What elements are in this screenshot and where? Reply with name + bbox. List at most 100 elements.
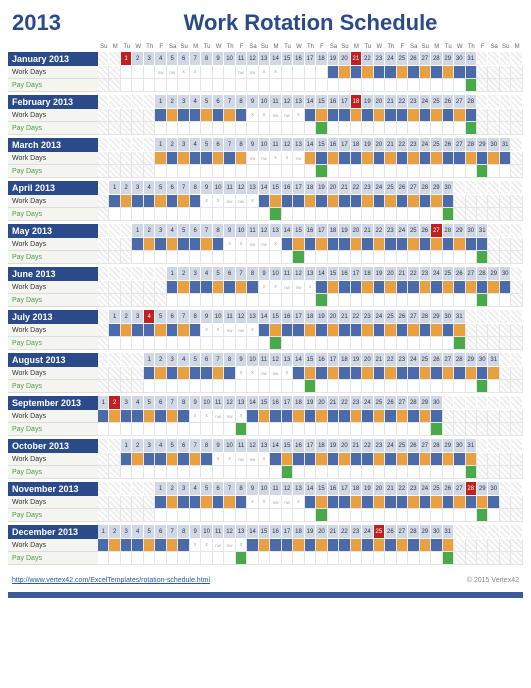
work-cell bbox=[488, 66, 499, 79]
date-cell bbox=[466, 310, 477, 324]
pay-days-label: Pay Days bbox=[8, 165, 98, 178]
work-cell bbox=[224, 453, 235, 466]
work-cell bbox=[454, 539, 465, 552]
pay-cell bbox=[201, 294, 212, 307]
dow-cell: M bbox=[190, 44, 201, 50]
pay-cell bbox=[293, 423, 304, 436]
date-cell: 25 bbox=[385, 310, 396, 324]
pay-cell bbox=[98, 380, 109, 393]
pay-cell bbox=[224, 337, 235, 350]
work-cell bbox=[213, 109, 224, 122]
date-cell: 26 bbox=[408, 52, 419, 66]
pay-cell bbox=[466, 79, 477, 92]
pay-cell bbox=[477, 509, 488, 522]
pay-cell bbox=[247, 509, 258, 522]
dow-cell: Th bbox=[144, 44, 155, 50]
work-cell bbox=[305, 539, 316, 552]
work-cell bbox=[385, 195, 396, 208]
date-cell: 21 bbox=[351, 52, 362, 66]
pay-cell bbox=[259, 380, 270, 393]
work-cell bbox=[98, 539, 109, 552]
date-cell bbox=[132, 138, 143, 152]
work-cell bbox=[362, 66, 373, 79]
pay-cell bbox=[236, 337, 247, 350]
work-cell bbox=[339, 496, 350, 509]
date-cell bbox=[488, 224, 499, 238]
date-cell: 27 bbox=[420, 439, 431, 453]
pay-cell bbox=[155, 509, 166, 522]
pay-cell bbox=[305, 251, 316, 264]
pay-cell bbox=[511, 380, 522, 393]
work-cell bbox=[293, 324, 304, 337]
dow-cell: F bbox=[155, 44, 166, 50]
pay-cell bbox=[431, 165, 442, 178]
month-block: February 2013123456789101112131415161718… bbox=[8, 95, 523, 135]
date-cell bbox=[109, 267, 120, 281]
pay-cell bbox=[477, 423, 488, 436]
work-cell bbox=[132, 152, 143, 165]
date-cell bbox=[477, 396, 488, 410]
work-days-label: Work Days bbox=[8, 324, 98, 337]
pay-cell bbox=[500, 251, 511, 264]
pay-cell bbox=[282, 466, 293, 479]
source-link[interactable]: http://www.vertex42.com/ExcelTemplates/r… bbox=[12, 577, 210, 584]
date-cell: 20 bbox=[339, 439, 350, 453]
date-cell: 22 bbox=[339, 396, 350, 410]
work-cell bbox=[466, 281, 477, 294]
date-cell: 16 bbox=[316, 353, 327, 367]
pay-cell bbox=[316, 423, 327, 436]
work-cell bbox=[190, 195, 201, 208]
date-cell: 15 bbox=[316, 138, 327, 152]
pay-cell bbox=[488, 423, 499, 436]
date-cell: 25 bbox=[385, 181, 396, 195]
date-cell bbox=[98, 267, 109, 281]
date-cell: 15 bbox=[328, 267, 339, 281]
date-cell: 18 bbox=[339, 353, 350, 367]
pay-cell bbox=[167, 79, 178, 92]
work-cell bbox=[236, 281, 247, 294]
pay-cell bbox=[224, 251, 235, 264]
date-cell: 4 bbox=[132, 525, 143, 539]
month-block: October 20131234567891011121314151617181… bbox=[8, 439, 523, 479]
dow-cell: F bbox=[397, 44, 408, 50]
pay-cell bbox=[500, 423, 511, 436]
work-cell bbox=[466, 410, 477, 423]
pay-cell bbox=[167, 337, 178, 350]
pay-cell bbox=[132, 122, 143, 135]
pay-cell bbox=[351, 423, 362, 436]
work-cell bbox=[408, 539, 419, 552]
work-cell bbox=[362, 281, 373, 294]
date-cell: 8 bbox=[178, 396, 189, 410]
date-cell: 28 bbox=[408, 396, 419, 410]
pay-cell bbox=[454, 509, 465, 522]
date-cell: 6 bbox=[178, 439, 189, 453]
work-cell bbox=[132, 324, 143, 337]
date-cell: 20 bbox=[316, 396, 327, 410]
date-cell: 6 bbox=[167, 310, 178, 324]
date-cell: 21 bbox=[385, 138, 396, 152]
date-cell: 2 bbox=[167, 482, 178, 496]
pay-cell bbox=[443, 552, 454, 565]
work-cell bbox=[454, 453, 465, 466]
pay-cell bbox=[282, 552, 293, 565]
pay-cell bbox=[339, 337, 350, 350]
work-cell bbox=[454, 195, 465, 208]
work-cell bbox=[477, 66, 488, 79]
date-cell: 14 bbox=[282, 224, 293, 238]
date-cell: 14 bbox=[293, 353, 304, 367]
pay-cell bbox=[328, 294, 339, 307]
date-cell bbox=[477, 52, 488, 66]
work-cell bbox=[454, 66, 465, 79]
pay-cell bbox=[109, 423, 120, 436]
date-cell: 3 bbox=[144, 52, 155, 66]
date-cell: 11 bbox=[270, 482, 281, 496]
date-cell: 19 bbox=[328, 439, 339, 453]
date-cell: 8 bbox=[178, 525, 189, 539]
work-cell bbox=[190, 152, 201, 165]
work-cell bbox=[132, 109, 143, 122]
pay-cell bbox=[374, 165, 385, 178]
work-cell bbox=[144, 410, 155, 423]
work-days-label: Work Days bbox=[8, 109, 98, 122]
work-cell bbox=[511, 539, 522, 552]
work-cell bbox=[109, 195, 120, 208]
